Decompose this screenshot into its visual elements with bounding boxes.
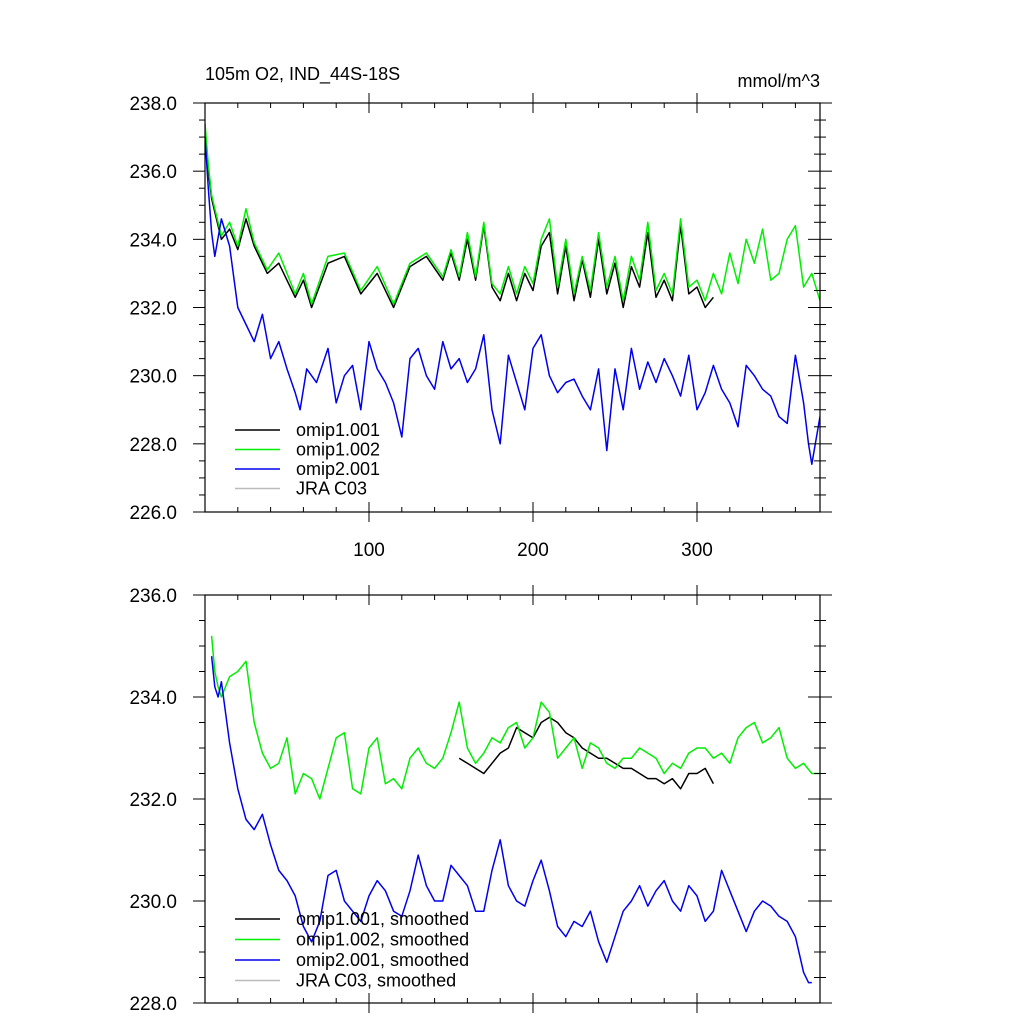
chart-title: 105m O2, IND_44S-18S (205, 64, 400, 85)
series-line-1 (205, 123, 820, 305)
y-tick-label: 228.0 (129, 994, 177, 1015)
y-tick-label: 232.0 (129, 790, 177, 811)
axes-group: 228.0 230.0 232.0 234.0 236.0 (129, 585, 832, 1015)
x-tick-label: 100 (353, 540, 385, 561)
legend-label: JRA C03, smoothed (296, 971, 456, 991)
series-group (210, 635, 820, 984)
series-line-2 (205, 137, 820, 466)
legend-label: JRA C03 (296, 479, 367, 499)
legend-label: omip2.001 (296, 459, 380, 479)
bottom-panel: 228.0 230.0 232.0 234.0 236.0 omip1.001, smo… (129, 585, 832, 1015)
y-tick-label: 228.0 (129, 435, 177, 456)
units-label: mmol/m^3 (738, 71, 820, 91)
y-tick-label: 238.0 (129, 94, 177, 115)
y-tick-label: 226.0 (129, 503, 177, 524)
legend-label: omip1.001, smoothed (296, 909, 469, 929)
y-tick-label: 230.0 (129, 367, 177, 388)
y-tick-label: 232.0 (129, 299, 177, 320)
legend-label: omip1.001 (296, 420, 380, 440)
y-tick-label: 234.0 (129, 688, 177, 709)
y-tick-label: 230.0 (129, 892, 177, 913)
y-tick-label: 236.0 (129, 162, 177, 183)
legend-label: omip1.002, smoothed (296, 930, 469, 950)
series-group (205, 123, 820, 466)
legend-label: omip2.001, smoothed (296, 950, 469, 970)
y-tick-label: 236.0 (129, 586, 177, 607)
series-line-2 (210, 656, 812, 984)
top-panel: 105m O2, IND_44S-18S mmol/m^3 100 200 300 2… (129, 64, 832, 561)
axes-group: 100 200 300 226.0 228.0 230.0 232.0 234.0 236.0 2… (129, 93, 832, 561)
x-tick-label: 200 (517, 540, 549, 561)
y-tick-label: 234.0 (129, 230, 177, 251)
series-line-0 (458, 716, 715, 790)
series-line-0 (205, 130, 714, 309)
x-tick-label: 300 (681, 540, 713, 561)
legend-label: omip1.002 (296, 440, 380, 460)
series-line-1 (210, 635, 820, 800)
